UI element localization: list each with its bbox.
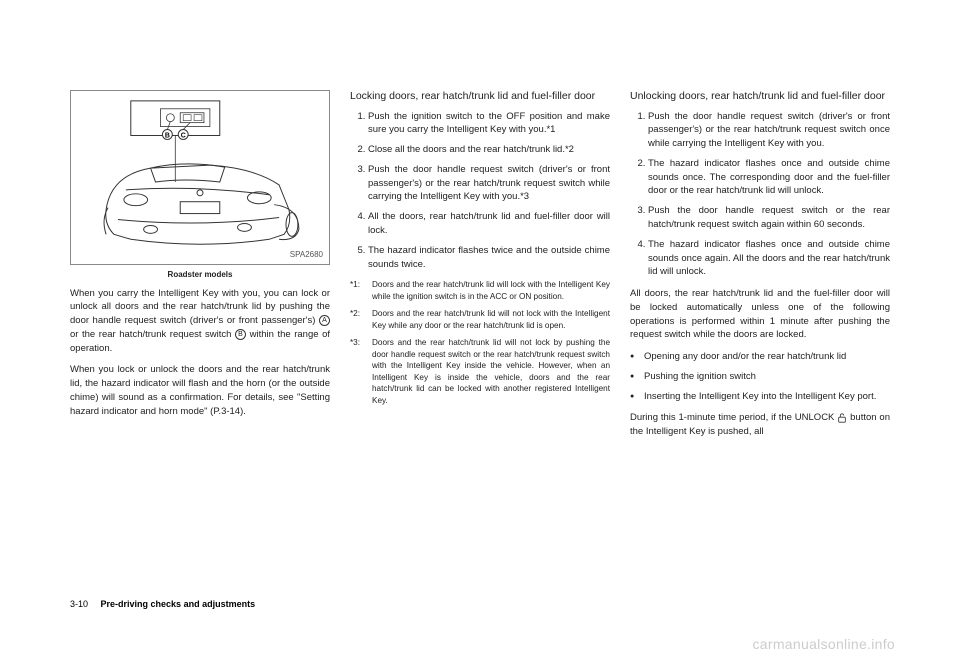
intro-paragraph-1: When you carry the Intelligent Key with … [70, 287, 330, 356]
manual-page: B C [0, 0, 960, 487]
list-item: All the doors, rear hatch/trunk lid and … [368, 210, 610, 238]
footnote-2: *2: Doors and the rear hatch/trunk lid w… [350, 308, 610, 331]
column-2: Locking doors, rear hatch/trunk lid and … [350, 90, 610, 447]
footnote-text: Doors and the rear hatch/trunk lid will … [372, 337, 610, 406]
locking-steps: Push the ignition switch to the OFF posi… [350, 110, 610, 272]
list-item: The hazard indicator flashes once and ou… [648, 238, 890, 279]
svg-text:B: B [165, 132, 170, 139]
list-item: Inserting the Intelligent Key into the I… [630, 390, 890, 404]
footnote-label: *1: [350, 279, 372, 302]
unlocking-heading: Unlocking doors, rear hatch/trunk lid an… [630, 90, 890, 104]
footnote-text: Doors and the rear hatch/trunk lid will … [372, 279, 610, 302]
auto-lock-paragraph: All doors, the rear hatch/trunk lid and … [630, 287, 890, 342]
list-item: Push the ignition switch to the OFF posi… [368, 110, 610, 138]
list-item: Close all the doors and the rear hatch/t… [368, 143, 610, 157]
unlock-button-paragraph: During this 1-minute time period, if the… [630, 411, 890, 439]
label-a-icon: A [319, 315, 330, 326]
text: During this 1-minute time period, if the… [630, 412, 837, 423]
figure-code: SPA2680 [290, 249, 323, 261]
list-item: Push the door handle request switch (dri… [368, 163, 610, 204]
vehicle-illustration: B C [70, 90, 330, 265]
column-1: B C [70, 90, 330, 447]
page-footer: 3-10 Pre-driving checks and adjustments [70, 599, 255, 609]
text: When you carry the Intelligent Key with … [70, 288, 330, 327]
column-3: Unlocking doors, rear hatch/trunk lid an… [630, 90, 890, 447]
footnote-3: *3: Doors and the rear hatch/trunk lid w… [350, 337, 610, 406]
unlocking-steps: Push the door handle request switch (dri… [630, 110, 890, 279]
list-item: The hazard indicator flashes twice and t… [368, 244, 610, 272]
intro-paragraph-2: When you lock or unlock the doors and th… [70, 363, 330, 418]
svg-text:C: C [181, 132, 186, 139]
exception-list: Opening any door and/or the rear hatch/t… [630, 350, 890, 403]
page-number: 3-10 [70, 599, 88, 609]
figure-caption: Roadster models [70, 269, 330, 281]
label-b-icon: B [235, 329, 246, 340]
locking-heading: Locking doors, rear hatch/trunk lid and … [350, 90, 610, 104]
list-item: Opening any door and/or the rear hatch/t… [630, 350, 890, 364]
footnote-1: *1: Doors and the rear hatch/trunk lid w… [350, 279, 610, 302]
list-item: Pushing the ignition switch [630, 370, 890, 384]
unlock-icon [837, 413, 847, 423]
footnote-label: *3: [350, 337, 372, 406]
watermark: carmanualsonline.info [753, 636, 896, 652]
footnote-label: *2: [350, 308, 372, 331]
footnote-text: Doors and the rear hatch/trunk lid will … [372, 308, 610, 331]
text: or the rear hatch/trunk request switch [70, 329, 235, 340]
list-item: Push the door handle request switch or t… [648, 204, 890, 232]
section-title: Pre-driving checks and adjustments [101, 599, 256, 609]
list-item: Push the door handle request switch (dri… [648, 110, 890, 151]
list-item: The hazard indicator flashes once and ou… [648, 157, 890, 198]
